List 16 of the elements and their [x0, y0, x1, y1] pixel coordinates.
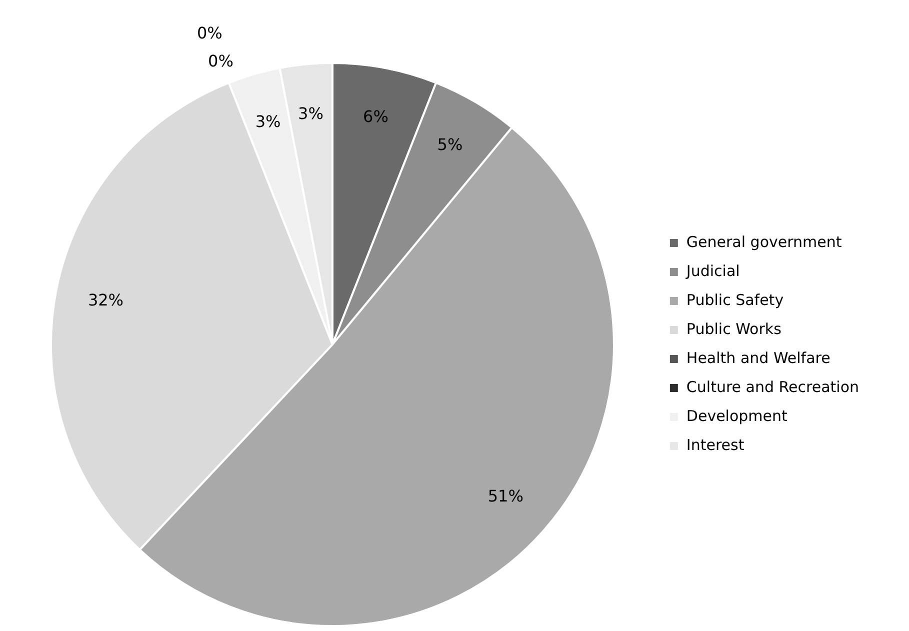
legend-label: Health and Welfare — [686, 348, 830, 367]
legend-label: Public Works — [686, 320, 782, 338]
text: 0% — [208, 51, 234, 70]
data-label: 3% — [298, 104, 324, 123]
legend-label: General government — [686, 232, 842, 251]
legend-label: Judicial — [685, 262, 740, 280]
text: 0% — [197, 24, 222, 43]
legend-label: Public Safety — [686, 290, 784, 309]
data-label: 51% — [488, 486, 524, 506]
data-label: 32% — [88, 290, 124, 310]
data-label: 3% — [255, 112, 281, 131]
data-label: 5% — [437, 134, 463, 154]
legend-label: Culture and Recreation — [686, 378, 860, 396]
legend-label: Interest — [686, 436, 744, 454]
legend-label: Development — [686, 406, 788, 425]
data-label: 6% — [363, 106, 388, 126]
